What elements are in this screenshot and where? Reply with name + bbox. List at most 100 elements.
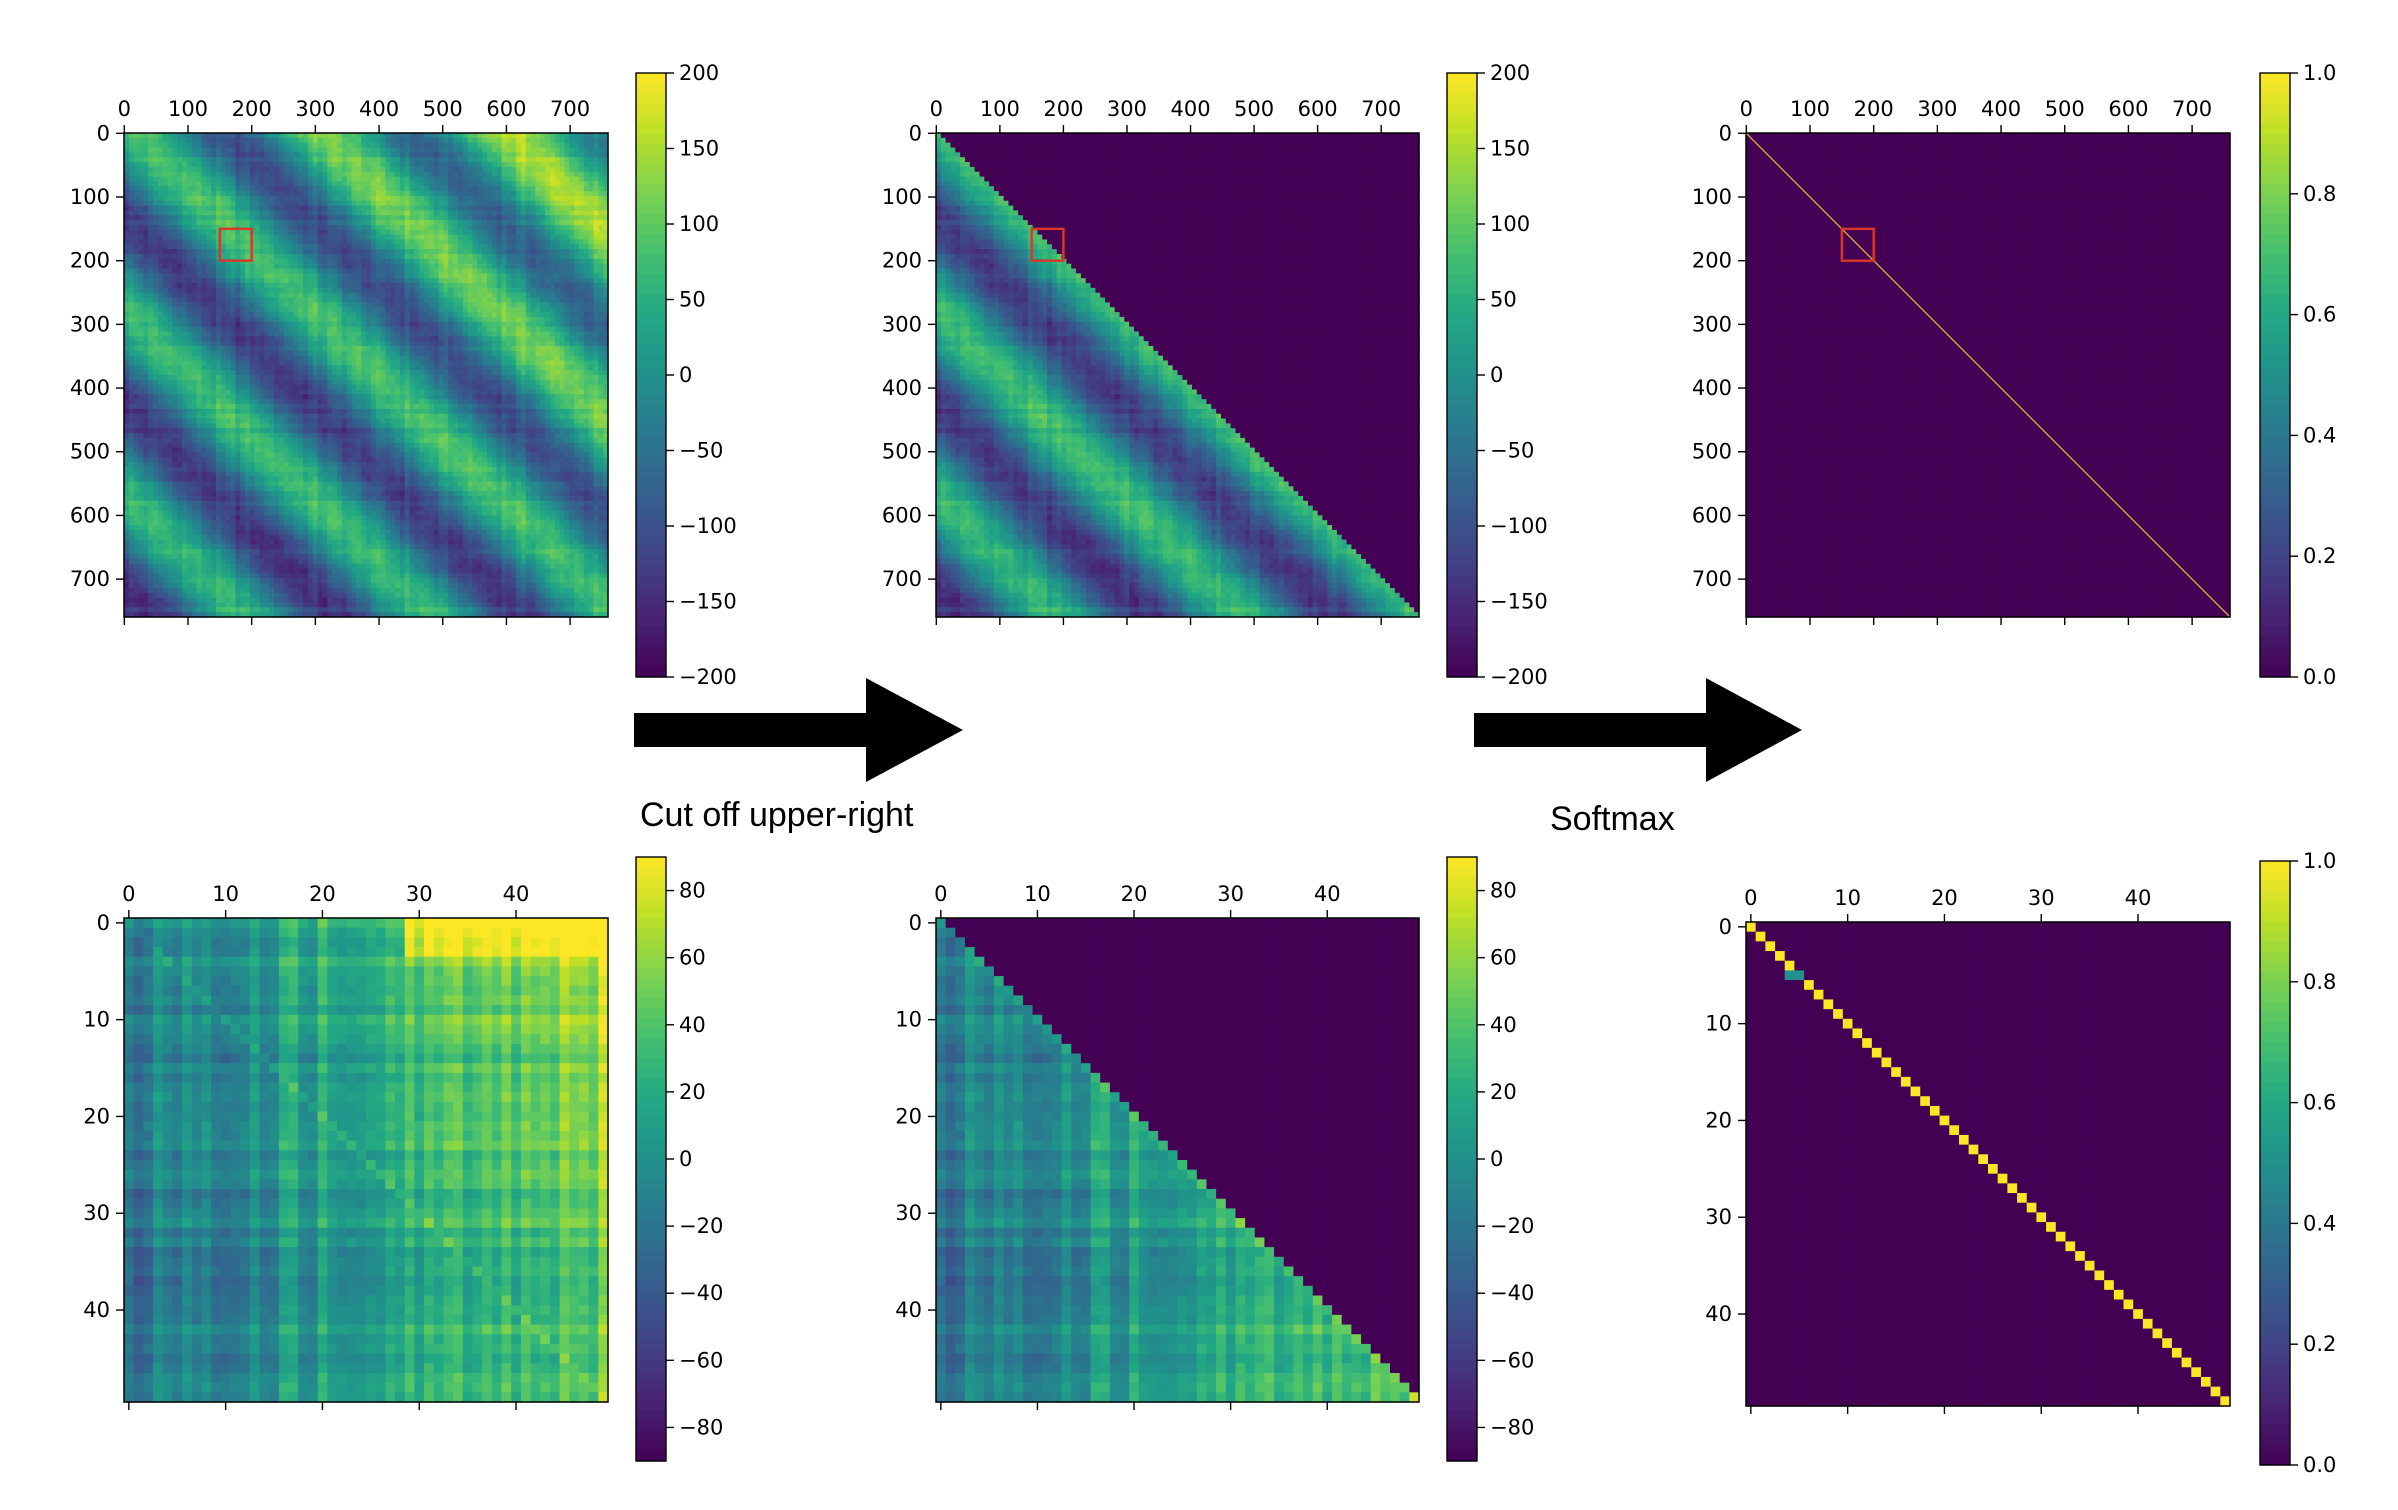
- heatmap-cell: [158, 191, 163, 196]
- heatmap-cell: [264, 201, 269, 206]
- heatmap-cell: [511, 186, 516, 191]
- heatmap-cell: [371, 148, 376, 153]
- heatmap-cell: [230, 191, 235, 196]
- heatmap-cell: [158, 133, 163, 138]
- heatmap-cell: [555, 157, 560, 162]
- heatmap-cell: [269, 177, 274, 182]
- heatmap-cell: [555, 162, 560, 167]
- heatmap-cell: [255, 148, 260, 153]
- heatmap-cell: [463, 172, 468, 177]
- heatmap-cell: [385, 181, 390, 186]
- heatmap-cell: [342, 138, 347, 143]
- heatmap-cell: [289, 177, 294, 182]
- heatmap-cell: [453, 191, 458, 196]
- heatmap-cell: [226, 148, 231, 153]
- heatmap-cell: [182, 162, 187, 167]
- heatmap-cell: [405, 157, 410, 162]
- heatmap-cell: [303, 138, 308, 143]
- heatmap-cell: [134, 157, 139, 162]
- heatmap-cell: [255, 143, 260, 148]
- heatmap-cell: [284, 191, 289, 196]
- heatmap-cell: [424, 138, 429, 143]
- heatmap-cell: [414, 152, 419, 157]
- heatmap-cell: [395, 152, 400, 157]
- heatmap-cell: [371, 196, 376, 201]
- heatmap-cell: [482, 152, 487, 157]
- heatmap-cell: [371, 167, 376, 172]
- heatmap-cell: [153, 133, 158, 138]
- heatmap-cell: [453, 196, 458, 201]
- heatmap-cell: [264, 162, 269, 167]
- heatmap-cell: [593, 186, 598, 191]
- heatmap-cell: [230, 157, 235, 162]
- heatmap-cell: [540, 162, 545, 167]
- heatmap-cell: [322, 148, 327, 153]
- heatmap-cell: [177, 157, 182, 162]
- heatmap-cell: [148, 133, 153, 138]
- heatmap-cell: [443, 152, 448, 157]
- heatmap-cell: [593, 196, 598, 201]
- heatmap-cell: [390, 148, 395, 153]
- heatmap-cell: [482, 191, 487, 196]
- heatmap-cell: [313, 196, 318, 201]
- heatmap-cell: [598, 181, 603, 186]
- heatmap-cell: [279, 148, 284, 153]
- heatmap-cell: [390, 191, 395, 196]
- heatmap-cell: [560, 196, 565, 201]
- heatmap-cell: [274, 196, 279, 201]
- heatmap-cell: [589, 148, 594, 153]
- heatmap-cell: [516, 172, 521, 177]
- heatmap-cell: [550, 138, 555, 143]
- heatmap-cell: [361, 201, 366, 206]
- heatmap-cell: [400, 181, 405, 186]
- heatmap-cell: [477, 148, 482, 153]
- heatmap-cell: [163, 181, 168, 186]
- heatmap-cell: [332, 157, 337, 162]
- heatmap-cell: [376, 138, 381, 143]
- heatmap-cell: [448, 167, 453, 172]
- heatmap-cell: [235, 201, 240, 206]
- heatmap-cell: [555, 152, 560, 157]
- heatmap-cell: [487, 162, 492, 167]
- heatmap-cell: [342, 162, 347, 167]
- heatmap-cell: [260, 177, 265, 182]
- heatmap-cell: [434, 152, 439, 157]
- heatmap-cell: [293, 172, 298, 177]
- heatmap-cell: [511, 181, 516, 186]
- heatmap-cell: [443, 133, 448, 138]
- heatmap-cell: [347, 143, 352, 148]
- heatmap-cell: [414, 143, 419, 148]
- heatmap-cell: [318, 162, 323, 167]
- heatmap-cell: [511, 191, 516, 196]
- heatmap-cell: [211, 186, 216, 191]
- heatmap-cell: [545, 186, 550, 191]
- heatmap-cell: [337, 148, 342, 153]
- heatmap-cell: [560, 152, 565, 157]
- heatmap-cell: [555, 177, 560, 182]
- heatmap-cell: [129, 186, 134, 191]
- heatmap-cell: [366, 181, 371, 186]
- heatmap-cell: [158, 162, 163, 167]
- heatmap-cell: [182, 133, 187, 138]
- heatmap-cell: [332, 172, 337, 177]
- heatmap-cell: [216, 186, 221, 191]
- heatmap-cell: [584, 181, 589, 186]
- heatmap-cell: [187, 157, 192, 162]
- heatmap-cell: [414, 196, 419, 201]
- heatmap-cell: [540, 133, 545, 138]
- heatmap-cell: [376, 196, 381, 201]
- heatmap-cell: [279, 177, 284, 182]
- heatmap-cell: [206, 181, 211, 186]
- heatmap-cell: [187, 172, 192, 177]
- heatmap-cell: [230, 143, 235, 148]
- heatmap-cell: [351, 152, 356, 157]
- heatmap-cell: [318, 143, 323, 148]
- heatmap-cell: [574, 177, 579, 182]
- heatmap-cell: [274, 162, 279, 167]
- heatmap-cell: [434, 143, 439, 148]
- heatmap-cell: [168, 196, 173, 201]
- heatmap-cell: [322, 143, 327, 148]
- heatmap-cell: [381, 177, 386, 182]
- heatmap-cell: [502, 186, 507, 191]
- heatmap-cell: [216, 167, 221, 172]
